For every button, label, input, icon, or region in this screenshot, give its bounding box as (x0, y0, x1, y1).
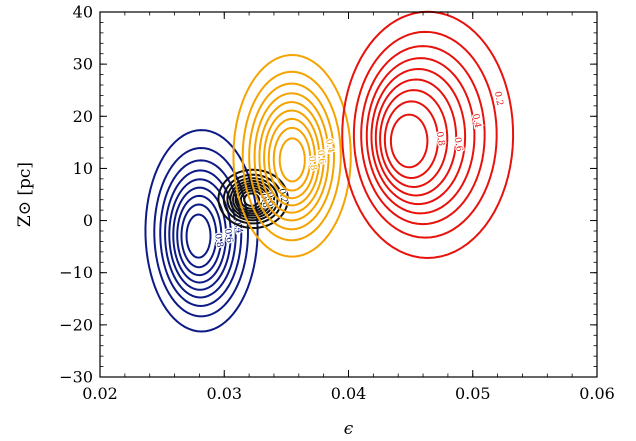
contour-line (383, 100, 439, 180)
y-tick-label: 30 (73, 55, 93, 74)
x-tick-label: 0.06 (579, 384, 615, 403)
contour-line (168, 178, 232, 291)
contour-line (241, 70, 342, 242)
x-tick-label: 0.05 (455, 384, 491, 403)
contour-line (341, 10, 515, 259)
contour-line (370, 68, 467, 206)
y-tick-label: 10 (73, 159, 93, 178)
contour-line (365, 57, 476, 215)
contour-line (267, 117, 316, 200)
contour-line (272, 126, 312, 192)
axis-ticks: 0.02 0.03 0.04 0.05 0.06 −30 −20 −10 0 10 20 30 40 (59, 3, 615, 404)
y-axis-label: Z⊙ [pc] (15, 162, 35, 227)
contour-line (253, 92, 330, 222)
contour-groups: 0.80.60.40.80.6 0.20.80.60.4 0.60.80.40.2 (144, 10, 515, 333)
y-tick-label: −30 (59, 368, 93, 387)
contour-series: 0.80.60.4 (144, 129, 259, 333)
x-tick-label: 0.02 (82, 384, 118, 403)
x-tick-label: 0.03 (206, 384, 242, 403)
contour-label: 0.4 (470, 113, 482, 129)
contour-line (239, 189, 264, 210)
y-tick-label: 0 (83, 211, 93, 230)
x-axis-label: ϵ (344, 419, 354, 439)
contour-line (232, 182, 273, 217)
y-tick-label: 40 (73, 3, 93, 22)
contour-line (176, 194, 223, 277)
plot-frame (99, 11, 598, 378)
contour-line (360, 45, 486, 226)
contour-label: 0.6 (452, 137, 464, 153)
contour-line (278, 137, 306, 183)
contour-line (226, 177, 279, 222)
contour-line (379, 89, 449, 188)
contour-line (185, 213, 212, 259)
contour-line (258, 101, 325, 214)
contour-label: 0.8 (212, 233, 224, 249)
contour-line (180, 203, 218, 269)
contour-line (389, 113, 429, 169)
contour-label: 0.6 (222, 228, 234, 244)
y-tick-label: −20 (59, 315, 93, 334)
contour-label: 0.6 (315, 149, 327, 165)
contour-series: 0.80.60.4 (232, 54, 352, 258)
contour-label: 0.2 (492, 91, 504, 107)
contour-label: 0.8 (306, 155, 318, 171)
contour-line (237, 187, 267, 213)
contour-line (248, 82, 336, 231)
x-tick-label: 0.04 (331, 384, 367, 403)
contour-line (352, 30, 498, 239)
contour-line (232, 54, 352, 258)
contour-line (172, 186, 228, 284)
y-tick-label: −10 (59, 263, 93, 282)
contour-line (374, 78, 458, 197)
contour-label: 0.4 (323, 138, 335, 154)
contour-line (144, 129, 259, 333)
contour-line (159, 159, 243, 307)
contour-line (153, 146, 249, 318)
y-tick-label: 20 (73, 107, 93, 126)
contour-line (164, 169, 237, 299)
contour-series: 0.6 0.8 0.4 0.2 (341, 10, 515, 259)
contour-label: 0.8 (434, 131, 446, 147)
contour-line (263, 109, 321, 207)
